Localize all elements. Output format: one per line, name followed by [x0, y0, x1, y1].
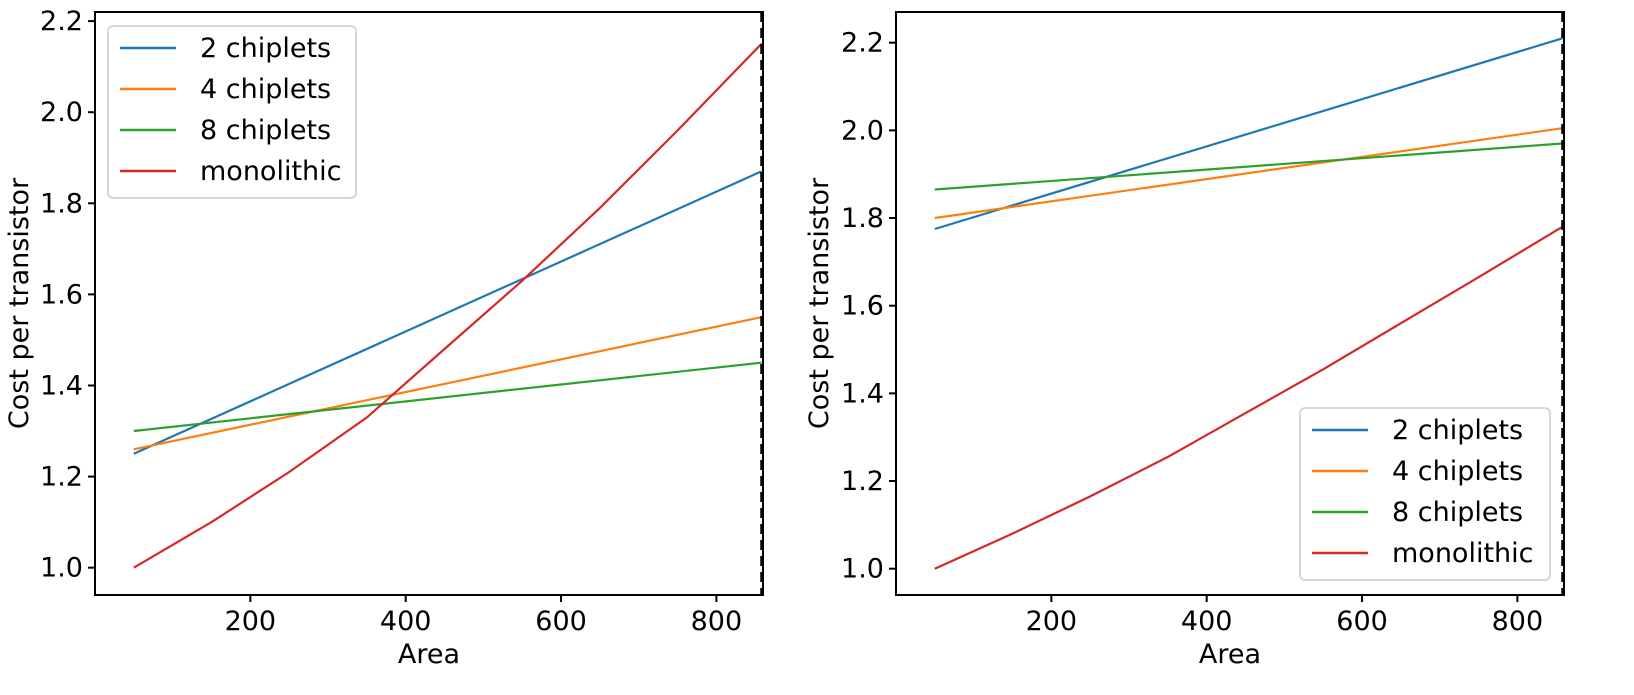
y-tick-label: 1.8: [841, 203, 884, 234]
y-tick-label: 1.8: [40, 188, 83, 219]
legend-box: [107, 25, 357, 199]
legend: 2 chiplets 4 chiplets 8 chiplets monolithic: [1299, 407, 1551, 581]
x-tick-label: 600: [1336, 606, 1388, 637]
legend-label: 8 chiplets: [200, 115, 331, 146]
series-line-2-chiplets: [133, 170, 762, 455]
y-tick-label: 1.6: [841, 291, 884, 322]
plot-frame: [94, 11, 764, 596]
series-line-monolithic: [133, 43, 763, 569]
x-axis-title: Area: [1199, 639, 1261, 670]
chart-panel-1: 200 400 600 800 1.0 1.2 1.4 1.6 1.8 2.0 2.2 Area Cos…: [4, 6, 764, 670]
y-tick-label: 2.2: [40, 6, 83, 37]
x-tick-label: 200: [225, 606, 277, 637]
y-tick-label: 1.2: [841, 466, 884, 497]
legend-label: 8 chiplets: [1392, 497, 1523, 528]
x-tick-label: 800: [691, 606, 743, 637]
x-tick-label: 200: [1026, 606, 1078, 637]
legend-label: monolithic: [1392, 538, 1534, 569]
y-tick-label: 1.4: [40, 370, 83, 401]
y-axis-title: Cost per transistor: [804, 177, 835, 429]
y-axis-title: Cost per transistor: [4, 177, 35, 429]
y-tick-label: 1.0: [841, 554, 884, 585]
y-tick-label: 2.2: [841, 28, 884, 59]
legend: 2 chiplets 4 chiplets 8 chiplets monolithic: [107, 25, 357, 199]
y-tick-label: 1.0: [40, 553, 83, 584]
legend-label: monolithic: [200, 156, 342, 187]
y-tick-label: 2.0: [841, 115, 884, 146]
series-line-4-chiplets: [133, 316, 762, 451]
plot-frame: [895, 11, 1565, 596]
x-tick-label: 400: [1181, 606, 1233, 637]
y-tick-label: 2.0: [40, 97, 83, 128]
series-line-monolithic: [934, 225, 1563, 570]
legend-label: 2 chiplets: [1392, 415, 1523, 446]
legend-box: [1299, 407, 1551, 581]
y-tick-label: 1.6: [40, 279, 83, 310]
series-line-8-chiplets: [934, 142, 1563, 191]
series-line-8-chiplets: [133, 361, 762, 433]
x-tick-label: 800: [1492, 606, 1544, 637]
y-tick-label: 1.2: [40, 462, 83, 493]
series-line-4-chiplets: [934, 127, 1563, 220]
chart-panel-2: 200 400 600 800 1.0 1.2 1.4 1.6 1.8 2.0 2.2 Area Cos…: [804, 11, 1565, 670]
legend-label: 4 chiplets: [1392, 456, 1523, 487]
x-tick-label: 600: [535, 606, 587, 637]
series-line-2-chiplets: [934, 37, 1563, 231]
legend-label: 2 chiplets: [200, 33, 331, 64]
y-tick-label: 1.4: [841, 378, 884, 409]
x-tick-label: 400: [380, 606, 432, 637]
legend-label: 4 chiplets: [200, 74, 331, 105]
x-axis-title: Area: [398, 639, 460, 670]
